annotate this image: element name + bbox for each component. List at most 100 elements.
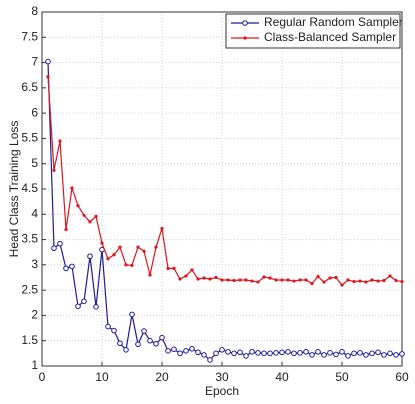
- data-point: [189, 346, 195, 352]
- data-point: [112, 253, 116, 257]
- y-tick-label: 5: [31, 156, 38, 170]
- x-tick-label: 0: [39, 370, 46, 384]
- data-point: [280, 278, 284, 282]
- data-point: [75, 303, 81, 310]
- data-point: [351, 350, 357, 357]
- data-point: [88, 220, 92, 224]
- data-point: [267, 350, 273, 357]
- y-tick-label: 4.5: [21, 181, 38, 195]
- data-point: [190, 268, 194, 272]
- data-point: [207, 357, 213, 363]
- data-point: [393, 352, 399, 358]
- data-point: [400, 279, 404, 284]
- y-tick-label: 5.5: [21, 131, 38, 145]
- data-point: [304, 278, 308, 282]
- plot-frame: [41, 11, 403, 367]
- data-point: [52, 168, 56, 172]
- data-point: [63, 265, 69, 272]
- legend-box: [225, 13, 401, 49]
- x-tick-label: 60: [395, 370, 409, 384]
- data-point: [339, 349, 345, 355]
- data-point: [285, 349, 291, 355]
- data-point: [327, 350, 333, 356]
- data-point: [118, 245, 122, 249]
- data-point: [148, 273, 152, 277]
- data-point: [213, 350, 219, 357]
- data-point: [94, 214, 98, 218]
- y-tick-label: 7: [31, 55, 38, 69]
- data-point: [76, 204, 80, 208]
- data-point: [357, 350, 363, 356]
- y-tick-label: 8: [31, 4, 38, 18]
- data-point: [316, 274, 320, 279]
- data-point: [123, 347, 129, 353]
- data-point: [226, 278, 230, 282]
- x-axis-label: Epoch: [205, 384, 239, 398]
- data-point: [262, 275, 266, 279]
- legend-marker: [243, 36, 247, 40]
- data-point: [322, 280, 326, 284]
- data-point: [208, 277, 212, 281]
- data-point: [303, 349, 309, 355]
- data-point: [201, 352, 207, 358]
- data-point: [375, 349, 381, 356]
- data-point: [352, 279, 356, 284]
- data-point: [172, 266, 176, 270]
- data-point: [154, 245, 158, 249]
- data-point: [273, 350, 279, 356]
- data-point: [345, 353, 351, 359]
- data-point: [382, 278, 386, 283]
- data-point: [178, 277, 182, 281]
- y-axis-label: Head Class Training Loss: [7, 121, 21, 258]
- data-point: [82, 213, 86, 217]
- data-point: [333, 351, 339, 358]
- data-point: [232, 278, 236, 283]
- data-point: [388, 274, 392, 278]
- data-point: [369, 350, 375, 357]
- data-point: [286, 278, 290, 282]
- data-point: [261, 350, 267, 357]
- data-point: [268, 276, 272, 280]
- data-point: [214, 275, 218, 280]
- data-point: [334, 275, 338, 280]
- data-point: [202, 276, 206, 280]
- x-tick-label: 40: [275, 370, 289, 384]
- x-tick-label: 10: [95, 370, 109, 384]
- data-point: [244, 278, 248, 282]
- data-point: [364, 280, 368, 284]
- data-point: [45, 58, 51, 65]
- data-point: [399, 351, 405, 357]
- data-point: [363, 352, 369, 358]
- data-point: [135, 341, 141, 348]
- data-point: [129, 311, 135, 318]
- data-point: [315, 349, 321, 355]
- data-point: [328, 276, 332, 280]
- data-point: [292, 279, 296, 283]
- data-point: [177, 350, 183, 357]
- data-point: [69, 263, 75, 270]
- data-point: [147, 337, 153, 344]
- data-point: [297, 350, 303, 356]
- x-tick-label: 50: [335, 370, 349, 384]
- legend-label: Regular Random Sampler: [264, 15, 403, 29]
- data-point: [70, 186, 74, 190]
- data-point: [231, 350, 237, 357]
- y-tick-label: 2.5: [21, 282, 38, 296]
- data-point: [220, 278, 224, 282]
- data-point: [100, 241, 104, 245]
- data-point: [184, 274, 188, 278]
- data-point: [310, 281, 314, 286]
- data-point: [381, 352, 387, 358]
- data-point: [153, 340, 159, 347]
- data-point: [111, 327, 117, 334]
- data-point: [196, 277, 200, 281]
- data-point: [195, 349, 201, 356]
- data-point: [237, 349, 243, 356]
- data-point: [136, 245, 140, 249]
- data-point: [183, 348, 189, 354]
- data-point: [394, 278, 398, 283]
- legend-marker: [242, 20, 248, 26]
- data-point: [51, 245, 57, 251]
- data-point: [64, 227, 68, 232]
